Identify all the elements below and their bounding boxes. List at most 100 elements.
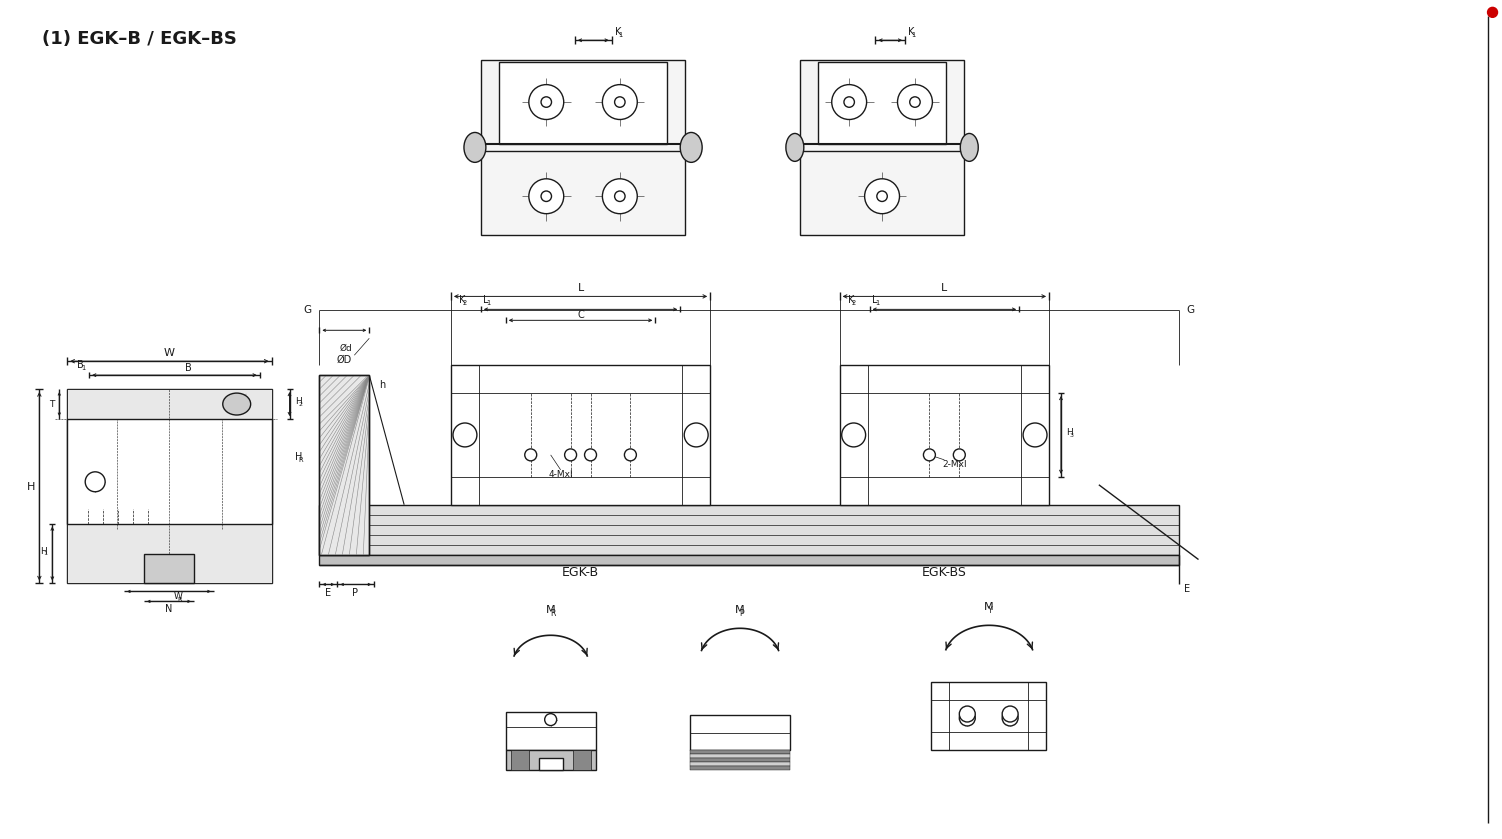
Circle shape bbox=[898, 85, 933, 119]
Bar bbox=[506, 712, 595, 750]
Bar bbox=[68, 389, 272, 583]
Text: N: N bbox=[165, 604, 173, 614]
Circle shape bbox=[454, 423, 478, 447]
Text: R: R bbox=[297, 456, 303, 463]
Text: 1: 1 bbox=[81, 365, 86, 371]
Bar bbox=[506, 750, 595, 770]
Circle shape bbox=[614, 191, 625, 201]
Text: W: W bbox=[174, 592, 183, 602]
Bar bbox=[840, 365, 1048, 505]
Text: h: h bbox=[379, 380, 386, 390]
Text: K: K bbox=[847, 295, 855, 305]
Circle shape bbox=[685, 423, 707, 447]
Ellipse shape bbox=[464, 133, 485, 163]
Circle shape bbox=[910, 96, 921, 107]
Text: 2: 2 bbox=[299, 402, 303, 407]
Bar bbox=[691, 766, 790, 770]
Text: ØD: ØD bbox=[336, 355, 351, 365]
Circle shape bbox=[584, 449, 596, 461]
Bar bbox=[691, 758, 790, 762]
Bar bbox=[320, 555, 1179, 565]
Text: P: P bbox=[739, 608, 743, 618]
Bar bbox=[481, 60, 685, 235]
Circle shape bbox=[877, 191, 888, 201]
Bar bbox=[572, 750, 590, 770]
Bar bbox=[539, 758, 563, 770]
Bar bbox=[691, 754, 790, 758]
Text: B: B bbox=[185, 363, 192, 373]
Bar bbox=[68, 419, 272, 524]
Text: H: H bbox=[294, 452, 302, 461]
Text: 1: 1 bbox=[876, 300, 880, 306]
Ellipse shape bbox=[960, 133, 978, 161]
Text: 4-Mxl: 4-Mxl bbox=[548, 471, 572, 479]
Circle shape bbox=[529, 85, 563, 119]
Bar bbox=[144, 554, 194, 583]
Circle shape bbox=[960, 710, 975, 726]
Bar bbox=[801, 60, 964, 235]
Text: W: W bbox=[164, 348, 174, 358]
Circle shape bbox=[1487, 8, 1497, 18]
Text: L: L bbox=[482, 295, 488, 305]
Circle shape bbox=[832, 85, 867, 119]
Circle shape bbox=[625, 449, 637, 461]
Circle shape bbox=[602, 179, 637, 214]
Text: (1) EGK–B / EGK–BS: (1) EGK–B / EGK–BS bbox=[42, 30, 237, 49]
Text: 2-Mxl: 2-Mxl bbox=[942, 461, 967, 469]
Text: K: K bbox=[909, 28, 915, 37]
Bar bbox=[931, 682, 1045, 750]
Circle shape bbox=[841, 423, 865, 447]
Text: B: B bbox=[77, 360, 84, 370]
Circle shape bbox=[545, 714, 557, 726]
Text: L: L bbox=[577, 284, 584, 294]
Text: Y: Y bbox=[988, 606, 993, 615]
Text: EGK-B: EGK-B bbox=[562, 566, 599, 579]
Bar bbox=[320, 375, 369, 555]
Text: G: G bbox=[1187, 305, 1194, 315]
Text: R: R bbox=[177, 597, 182, 602]
Circle shape bbox=[524, 449, 536, 461]
Text: 1: 1 bbox=[619, 32, 622, 39]
Text: H: H bbox=[1066, 428, 1072, 437]
Bar bbox=[320, 375, 369, 555]
Text: R: R bbox=[550, 608, 556, 618]
Bar bbox=[817, 62, 946, 144]
Text: M: M bbox=[984, 602, 994, 612]
Ellipse shape bbox=[786, 133, 804, 161]
Text: P: P bbox=[353, 588, 359, 598]
Text: 1: 1 bbox=[912, 32, 916, 39]
Text: H: H bbox=[27, 482, 36, 492]
Text: 2: 2 bbox=[463, 300, 467, 306]
Circle shape bbox=[865, 179, 900, 214]
Ellipse shape bbox=[222, 393, 251, 415]
Bar bbox=[68, 389, 272, 419]
Text: 3: 3 bbox=[1069, 433, 1074, 438]
Text: EGK-BS: EGK-BS bbox=[922, 566, 967, 579]
Text: L: L bbox=[942, 284, 948, 294]
Text: 1: 1 bbox=[44, 551, 48, 556]
Circle shape bbox=[541, 96, 551, 107]
Text: 1: 1 bbox=[487, 300, 491, 306]
Text: K: K bbox=[460, 295, 466, 305]
Bar bbox=[68, 524, 272, 583]
Text: M: M bbox=[545, 606, 556, 615]
Bar bbox=[511, 750, 529, 770]
Circle shape bbox=[529, 179, 563, 214]
Circle shape bbox=[954, 449, 966, 461]
Text: 2: 2 bbox=[852, 300, 856, 306]
Bar bbox=[691, 762, 790, 766]
Circle shape bbox=[614, 96, 625, 107]
Bar bbox=[499, 62, 667, 144]
Circle shape bbox=[541, 191, 551, 201]
Text: K: K bbox=[614, 28, 620, 37]
Circle shape bbox=[86, 472, 105, 492]
Text: G: G bbox=[303, 305, 311, 315]
Circle shape bbox=[1023, 423, 1047, 447]
Bar bbox=[451, 365, 710, 505]
Circle shape bbox=[1002, 710, 1018, 726]
Circle shape bbox=[924, 449, 936, 461]
Circle shape bbox=[565, 449, 577, 461]
Text: Ød: Ød bbox=[339, 344, 353, 352]
Bar bbox=[691, 750, 790, 754]
Bar bbox=[320, 505, 1179, 555]
